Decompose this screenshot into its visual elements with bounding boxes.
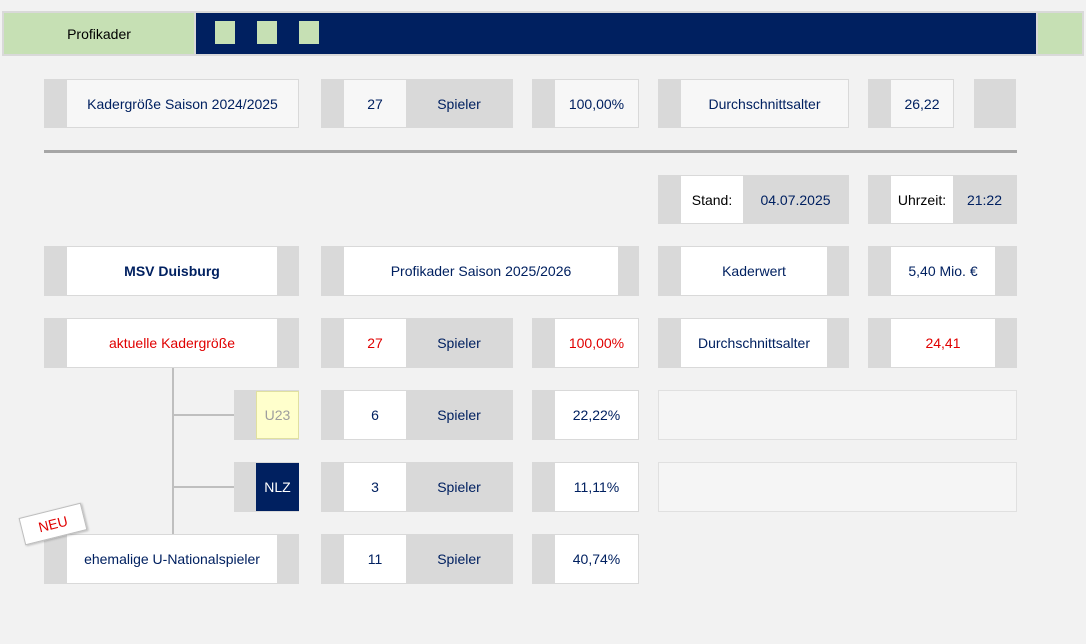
kaderwert-value: 5,40 Mio. € — [891, 247, 995, 295]
nav-square-2[interactable] — [257, 21, 277, 44]
count-2425-value: 27 — [344, 80, 406, 127]
tree-branch-u23 — [174, 414, 234, 416]
count-2425-unit: Spieler — [437, 95, 481, 112]
nlz-count-unit: Spieler — [437, 479, 481, 495]
u23-count-unit: Spieler — [437, 407, 481, 423]
club-name: MSV Duisburg — [67, 247, 277, 295]
uhrzeit-label: Uhrzeit: — [891, 176, 953, 223]
avg-age-2425-label: Durchschnittsalter — [681, 80, 848, 127]
current-avg-age-label: Durchschnittsalter — [681, 319, 827, 367]
navy-header-strip — [196, 13, 1036, 54]
current-count-unit: Spieler — [437, 335, 481, 351]
tree-vertical-line — [172, 368, 174, 534]
nlz-percent-value: 11,11% — [555, 463, 638, 511]
current-avg-age-value: 24,41 — [891, 319, 995, 367]
header-right-tab[interactable] — [1038, 13, 1082, 54]
u23-label: U23 — [256, 391, 299, 439]
avg-age-2425-value: 26,22 — [891, 80, 953, 127]
nlz-empty-panel — [658, 462, 1017, 512]
tab-profikader[interactable]: Profikader — [4, 13, 194, 54]
current-percent-value: 100,00% — [555, 319, 638, 367]
u23-count-value: 6 — [344, 391, 406, 439]
u23-empty-panel — [658, 390, 1017, 440]
tree-branch-nlz — [174, 486, 234, 488]
nav-square-1[interactable] — [215, 21, 235, 44]
top-right-box — [974, 79, 1016, 128]
uhrzeit-time: 21:22 — [966, 191, 1003, 208]
percent-2425-value: 100,00% — [555, 80, 638, 127]
squad-2425-label: Kadergröße Saison 2024/2025 — [67, 80, 298, 127]
u23-percent-value: 22,22% — [555, 391, 638, 439]
current-squad-label: aktuelle Kadergröße — [67, 319, 277, 367]
kaderwert-label: Kaderwert — [681, 247, 827, 295]
nlz-count-value: 3 — [344, 463, 406, 511]
nlz-label: NLZ — [256, 463, 299, 511]
former-count-unit: Spieler — [437, 551, 481, 567]
stand-label: Stand: — [681, 176, 743, 223]
current-count-value: 27 — [344, 319, 406, 367]
section-divider — [44, 150, 1017, 153]
former-label: ehemalige U-Nationalspieler — [67, 535, 277, 583]
former-count-value: 11 — [344, 535, 406, 583]
nav-square-3[interactable] — [299, 21, 319, 44]
season-2526-label: Profikader Saison 2025/2026 — [344, 247, 618, 295]
stand-date: 04.07.2025 — [760, 191, 831, 208]
former-percent-value: 40,74% — [555, 535, 638, 583]
